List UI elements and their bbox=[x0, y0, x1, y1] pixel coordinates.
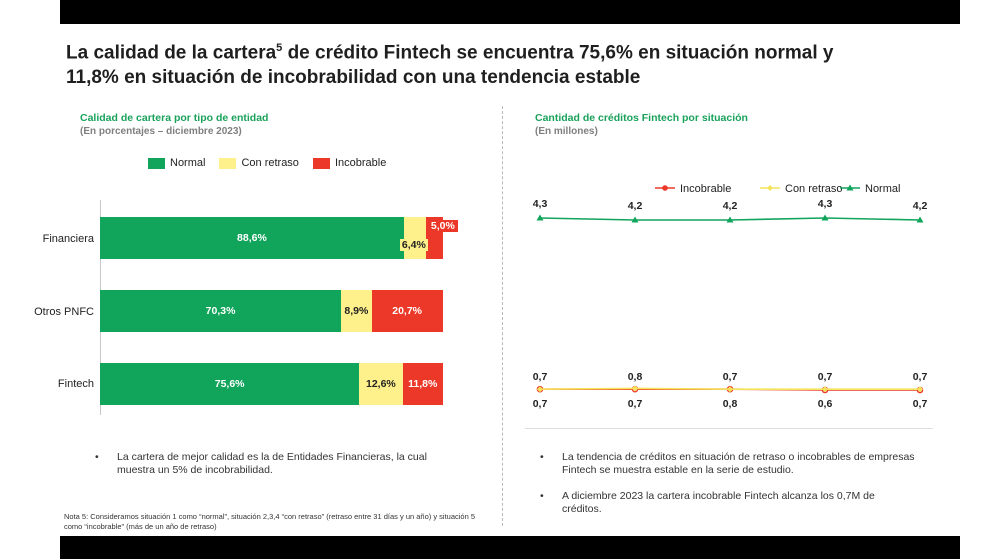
title-footnote-marker: 5 bbox=[276, 42, 283, 54]
legend-swatch-retraso bbox=[219, 157, 237, 169]
legend-incobrable: Incobrable bbox=[312, 157, 387, 169]
bar-otros-pnfc: 70,3% 8,9% 20,7% bbox=[100, 290, 443, 332]
data-label-normal: 4,2 bbox=[628, 200, 643, 212]
data-label-incobrable: 11,8% bbox=[408, 378, 438, 390]
data-label-normal: 4,2 bbox=[913, 200, 928, 212]
data-label-normal: 75,6% bbox=[214, 378, 245, 390]
data-label-con-retraso: 0,7 bbox=[818, 371, 833, 383]
bullet-dot: • bbox=[95, 451, 99, 463]
top-bar bbox=[60, 0, 960, 24]
point-normal bbox=[536, 214, 544, 221]
legend-label-normal: Normal bbox=[170, 157, 206, 169]
bar-segment-con-retraso: 8,9% bbox=[341, 290, 372, 332]
category-label-otros-pnfc: Otros PNFC bbox=[34, 306, 94, 318]
legend-label-incobrable: Incobrable bbox=[334, 157, 387, 169]
point-con-retraso bbox=[727, 386, 733, 393]
legend-normal-label: Normal bbox=[865, 183, 900, 195]
legend-incobrable-label: Incobrable bbox=[680, 183, 731, 195]
title-line2: 11,8% en situación de incobrabilidad con… bbox=[66, 67, 641, 89]
left-bullet-text: La cartera de mejor calidad es la de Ent… bbox=[117, 451, 427, 476]
left-legend: Normal Con retraso Incobrable bbox=[148, 157, 400, 169]
data-label-normal: 70,3% bbox=[205, 305, 236, 317]
point-con-retraso bbox=[537, 386, 543, 393]
right-bullet-1-text: La tendencia de créditos en situación de… bbox=[562, 451, 915, 476]
point-normal bbox=[821, 214, 829, 221]
bottom-bar bbox=[60, 536, 960, 559]
point-con-retraso bbox=[917, 386, 923, 393]
point-normal bbox=[631, 216, 639, 223]
point-normal bbox=[726, 216, 734, 223]
legend-normal: Normal bbox=[148, 157, 205, 169]
legend-normal-marker bbox=[846, 184, 854, 191]
data-label-normal: 88,6% bbox=[237, 232, 267, 244]
data-label-incobrable: 0,6 bbox=[818, 398, 833, 410]
point-con-retraso bbox=[632, 385, 638, 392]
bar-segment-normal: 75,6% bbox=[100, 363, 360, 405]
legend-incobrable-marker bbox=[662, 185, 668, 191]
bar-financiera: 88,6% bbox=[100, 217, 443, 259]
right-margin bbox=[960, 0, 992, 559]
title-line1-a: La calidad de la cartera bbox=[66, 42, 277, 64]
divider bbox=[502, 106, 503, 526]
bullet-dot: • bbox=[540, 451, 544, 463]
bar-segment-normal: 88,6% bbox=[100, 217, 404, 259]
data-label-incobrable: 0,7 bbox=[628, 398, 643, 410]
data-label-incobrable: 5,0% bbox=[427, 220, 458, 232]
data-label-con-retraso: 12,6% bbox=[366, 378, 396, 390]
data-label-normal: 4,3 bbox=[533, 198, 548, 210]
legend-retraso: Con retraso bbox=[219, 157, 299, 169]
bar-segment-con-retraso bbox=[403, 217, 426, 259]
data-label-con-retraso: 6,4% bbox=[399, 239, 428, 251]
title-line1-b: de crédito Fintech se encuentra 75,6% en… bbox=[282, 42, 834, 64]
data-label-incobrable: 0,7 bbox=[533, 398, 548, 410]
slide: La calidad de la cartera5 de crédito Fin… bbox=[34, 24, 960, 536]
category-label-fintech: Fintech bbox=[57, 378, 94, 390]
data-label-incobrable: 0,7 bbox=[913, 398, 928, 410]
data-label-normal: 4,2 bbox=[723, 200, 738, 212]
bar-fintech: 75,6% 12,6% 11,8% bbox=[100, 363, 443, 405]
data-label-incobrable: 20,7% bbox=[392, 305, 423, 317]
bar-segment-normal: 70,3% bbox=[100, 290, 342, 332]
bar-segment-con-retraso: 12,6% bbox=[359, 363, 403, 405]
bar-segment-incobrable: 11,8% bbox=[402, 363, 443, 405]
point-con-retraso bbox=[822, 386, 828, 393]
footnote: Nota 5: Consideramos situación 1 como “n… bbox=[64, 512, 476, 531]
data-label-con-retraso: 8,9% bbox=[344, 305, 369, 317]
slide-title: La calidad de la cartera5 de crédito Fin… bbox=[66, 36, 946, 90]
data-label-con-retraso: 0,8 bbox=[628, 371, 643, 383]
bar-segment-incobrable: 20,7% bbox=[371, 290, 443, 332]
bullet-dot: • bbox=[540, 490, 544, 502]
data-label-con-retraso: 0,7 bbox=[533, 371, 548, 383]
legend-swatch-normal bbox=[148, 157, 165, 169]
data-label-normal: 4,3 bbox=[818, 198, 833, 210]
left-chart-subtitle: (En porcentajes – diciembre 2023) bbox=[80, 126, 242, 137]
legend-con-retraso-label: Con retraso bbox=[785, 183, 842, 195]
category-label-financiera: Financiera bbox=[42, 233, 94, 245]
legend-label-retraso: Con retraso bbox=[241, 157, 299, 169]
point-normal bbox=[916, 216, 924, 223]
legend-swatch-incobrable bbox=[312, 157, 330, 169]
right-chart-subtitle: (En millones) bbox=[535, 126, 598, 137]
legend-con-retraso-marker bbox=[767, 185, 773, 191]
left-chart-title: Calidad de cartera por tipo de entidad bbox=[80, 112, 269, 124]
data-label-incobrable: 0,8 bbox=[723, 398, 738, 410]
right-chart-title: Cantidad de créditos Fintech por situaci… bbox=[535, 112, 748, 124]
data-label-con-retraso: 0,7 bbox=[723, 371, 738, 383]
right-bullet-2-text: A diciembre 2023 la cartera incobrable F… bbox=[562, 490, 875, 515]
left-margin bbox=[0, 0, 60, 559]
data-label-con-retraso: 0,7 bbox=[913, 371, 928, 383]
